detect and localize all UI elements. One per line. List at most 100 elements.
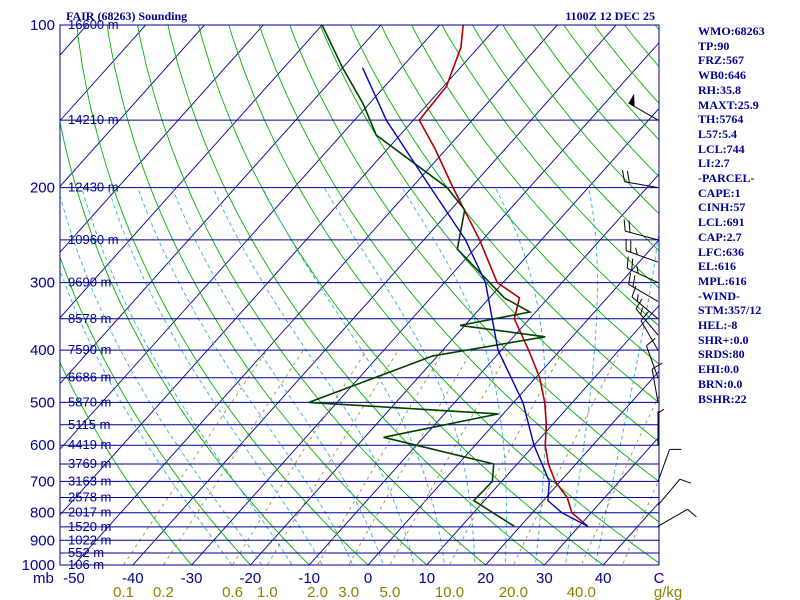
height-label: 9690 m: [68, 275, 111, 290]
mixing-ratio-line: [512, 349, 621, 565]
isotherm-line: [426, 304, 659, 565]
pressure-tick-label: 700: [30, 473, 55, 490]
isotherm-line: [60, 25, 206, 188]
panel-line: EL:616: [698, 259, 737, 274]
mixing-ratio-tick-label: 3.0: [338, 584, 359, 600]
mixing-ratio-tick-label: g/kg: [654, 584, 682, 600]
isotherm-line: [132, 25, 617, 565]
mixing-ratio-tick-label: 0.1: [113, 584, 134, 600]
wind-barb: [635, 298, 659, 336]
wind-barb: [657, 478, 692, 506]
height-label: 1022 m: [68, 532, 111, 547]
panel-line: LI:2.7: [698, 156, 730, 171]
moist-adiabat-line: [564, 187, 598, 565]
pressure-unit-label: mb: [33, 570, 54, 587]
isotherm-line: [60, 25, 382, 385]
panel-line: HEL:-8: [698, 318, 738, 333]
moist-adiabat-line: [107, 187, 323, 565]
mixing-ratio-line: [162, 349, 304, 565]
dry-adiabat-line: [76, 25, 369, 565]
temperature-tick-label: 0: [364, 570, 372, 587]
panel-line: CINH:57: [698, 200, 746, 215]
moist-adiabat-line: [494, 187, 547, 565]
chart-title-left: FAIR (68263) Sounding: [66, 9, 187, 23]
wind-barb: [625, 238, 659, 263]
panel-line: LFC:636: [698, 244, 744, 259]
pressure-tick-label: 1000: [22, 557, 55, 574]
wind-barb: [640, 311, 659, 351]
panel-line: BRN:0.0: [698, 376, 743, 391]
sounding-indices-panel: WMO:68263 TP:90 FRZ:567 WB0:646 RH:35.8 MAXT:…: [698, 24, 798, 406]
wind-barb: [623, 219, 659, 241]
height-label: 1520 m: [68, 519, 111, 534]
panel-line: LCL:691: [698, 215, 745, 230]
wind-barb: [657, 508, 697, 527]
height-label: 552 m: [68, 545, 104, 560]
moist-adiabat-line: [137, 187, 354, 565]
mixing-ratio-tick-label: 0.2: [153, 584, 174, 600]
isotherm-line: [60, 25, 323, 319]
dry-adiabat-line: [106, 25, 428, 565]
mixing-ratio-tick-label: 20.0: [499, 584, 528, 600]
height-label: 5115 m: [68, 417, 110, 432]
wind-barb: [628, 93, 659, 121]
dry-adiabat-line: [228, 25, 659, 564]
panel-line: RH:35.8: [698, 82, 741, 97]
mixing-ratio-tick-label: 10.0: [435, 584, 464, 600]
temperature-tick-label: -50: [63, 570, 85, 587]
isotherm-line: [543, 436, 659, 565]
wind-barb: [631, 285, 659, 320]
moist-adiabat-line: [323, 187, 476, 565]
temperature-line: [418, 25, 589, 527]
moist-adiabat-line: [60, 194, 263, 565]
isotherm-line: [60, 25, 500, 516]
moist-adiabat-line: [81, 187, 293, 565]
background-grid: [60, 25, 659, 565]
pressure-tick-label: 600: [30, 437, 55, 454]
pressure-tick-label: 100: [30, 17, 55, 34]
pressure-tick-label: 400: [30, 342, 55, 359]
panel-line: CAPE:1: [698, 185, 741, 200]
temperature-tick-label: 20: [477, 570, 494, 587]
temperature-tick-label: -30: [181, 570, 203, 587]
height-label: 106 m: [68, 557, 104, 572]
pressure-tick-label: 500: [30, 394, 55, 411]
wind-barbs: [622, 93, 697, 527]
sounding-profiles: [308, 25, 589, 527]
moist-adiabat-line: [60, 268, 233, 565]
temperature-tick-label: -40: [122, 570, 144, 587]
mixing-ratio-line: [348, 349, 473, 565]
mixing-ratio-line: [122, 349, 268, 565]
pressure-tick-label: 900: [30, 532, 55, 549]
wind-barb: [657, 448, 682, 482]
panel-line: TP:90: [698, 38, 730, 53]
panel-line: BSHR:22: [698, 391, 747, 406]
temperature-tick-label: -20: [240, 570, 262, 587]
mixing-ratio-tick-label: 2.0: [307, 584, 328, 600]
temperature-tick-label: 10: [418, 570, 435, 587]
moist-adiabat-line: [171, 187, 384, 565]
mixing-ratio-line: [580, 394, 659, 565]
isotherm-line: [190, 42, 659, 565]
mixing-ratio-line: [316, 349, 445, 565]
height-label: 3769 m: [68, 456, 111, 471]
height-label: 8578 m: [68, 311, 111, 326]
mixing-ratio-tick-label: 0.6: [222, 584, 243, 600]
dry-adiabat-line: [197, 25, 604, 565]
moist-adiabat-line: [401, 187, 507, 565]
height-label: 4419 m: [68, 437, 111, 452]
temperature-tick-label: 30: [536, 570, 553, 587]
panel-line: WMO:68263: [698, 24, 765, 38]
height-label: 14210 m: [68, 112, 119, 127]
dry-adiabat-line: [60, 255, 252, 565]
panel-line: TH:5764: [698, 112, 744, 127]
isotherm-line: [484, 370, 659, 565]
panel-line: -WIND-: [698, 288, 740, 303]
height-label: 2578 m: [68, 490, 111, 505]
pressure-tick-label: 200: [30, 180, 55, 197]
height-label: 3163 m: [68, 473, 111, 488]
wind-barb: [651, 362, 663, 403]
panel-line: FRZ:567: [698, 53, 744, 68]
temperature-tick-label: C: [654, 570, 665, 587]
